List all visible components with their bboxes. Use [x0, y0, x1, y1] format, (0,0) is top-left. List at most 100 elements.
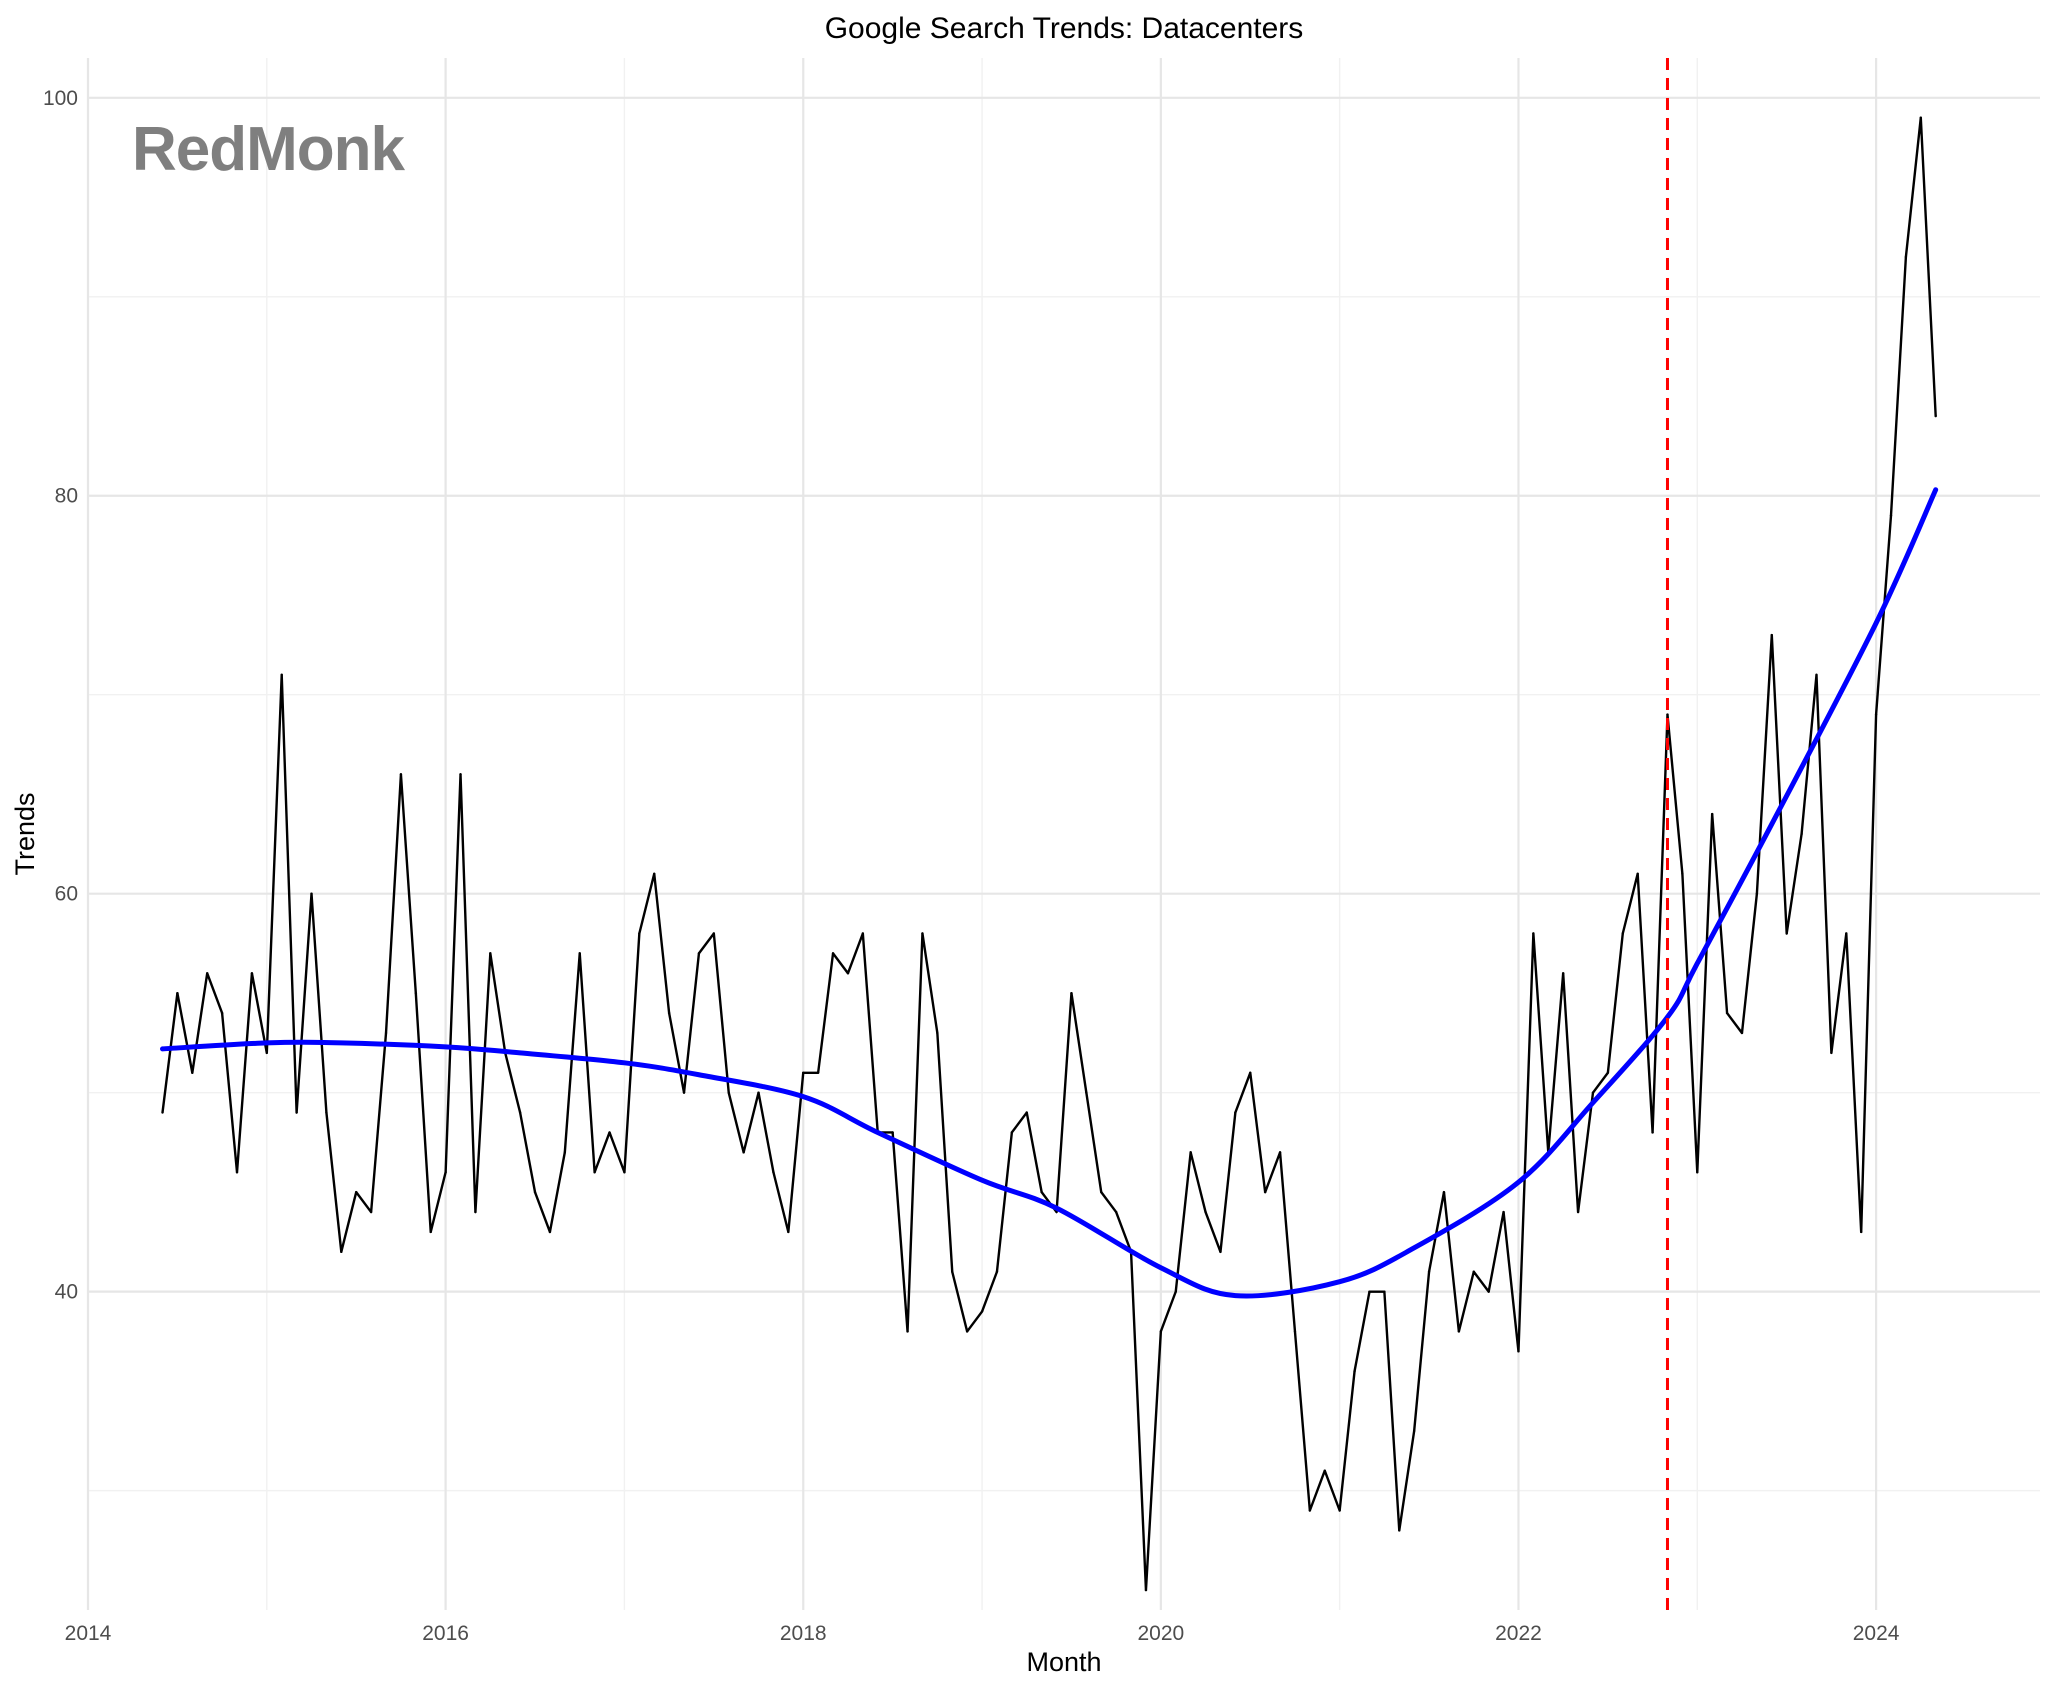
trends-data-point — [1323, 1469, 1326, 1472]
trends-data-point — [1040, 1190, 1043, 1194]
trends-data-point — [1934, 414, 1937, 418]
trends-data-point — [906, 1330, 909, 1333]
x-tick-label: 2022 — [1495, 1622, 1542, 1645]
trends-data-point — [399, 773, 403, 776]
trends-data-point — [1696, 1171, 1699, 1174]
trends-data-point — [1070, 991, 1073, 995]
trends-data-point — [965, 1330, 969, 1333]
trends-data-point — [712, 932, 716, 935]
gridlines — [86, 58, 2040, 1610]
trends-data-point — [1889, 514, 1893, 517]
trends-data-point — [951, 1270, 954, 1273]
trends-data-point — [1114, 1210, 1118, 1214]
trends-data-point — [936, 1031, 939, 1035]
trends-data-point — [1725, 1011, 1729, 1015]
trends-data-point — [623, 1171, 626, 1174]
trends-data-point — [340, 1250, 343, 1254]
trends-data-point — [846, 972, 850, 975]
trends-series-line — [161, 116, 1937, 1592]
trends-data-point — [1219, 1250, 1222, 1254]
y-tick-label: 80 — [55, 485, 78, 508]
trends-data-point — [1740, 1031, 1744, 1035]
trends-data-point — [1815, 673, 1818, 677]
trends-data-point — [1412, 1429, 1416, 1433]
trends-data-point — [1576, 1210, 1580, 1214]
trends-data-point — [1025, 1111, 1028, 1114]
trends-data-point — [980, 1310, 984, 1313]
trends-data-point — [1293, 1330, 1297, 1333]
trends-data-point — [176, 991, 179, 995]
trends-data-point — [548, 1230, 552, 1234]
trends-data-point — [682, 1091, 686, 1094]
trends-data-point — [1606, 1071, 1610, 1074]
trends-data-point — [206, 972, 209, 975]
trends-data-point — [891, 1131, 894, 1134]
x-tick-label: 2014 — [65, 1622, 112, 1645]
trends-data-point — [429, 1230, 432, 1234]
trends-data-point — [1249, 1071, 1252, 1074]
y-tick-label: 40 — [55, 1281, 78, 1304]
trends-data-point — [1010, 1131, 1014, 1134]
trends-data-point — [1561, 972, 1565, 975]
trends-data-point — [802, 1071, 805, 1074]
trends-data-point — [653, 872, 656, 875]
chart-title: Google Search Trends: Datacenters — [825, 12, 1304, 45]
trends-data-point — [727, 1091, 730, 1094]
trends-data-point — [1800, 832, 1803, 836]
trends-data-point — [1845, 932, 1848, 935]
trends-data-point — [593, 1171, 596, 1174]
trends-data-point — [191, 1071, 194, 1074]
x-axis-title: Month — [1026, 1647, 1101, 1677]
trends-data-point — [772, 1171, 775, 1174]
trends-data-point — [1472, 1270, 1475, 1273]
trends-data-point — [1621, 932, 1624, 935]
trends-data-point — [697, 952, 701, 955]
trends-data-point — [1234, 1111, 1237, 1114]
trends-data-point — [1100, 1190, 1103, 1194]
y-tick-label: 60 — [55, 883, 78, 906]
y-axis-title: Trends — [10, 792, 40, 875]
trends-data-point — [1278, 1151, 1282, 1154]
x-tick-label: 2016 — [422, 1622, 469, 1645]
trends-data-point — [667, 1011, 671, 1015]
trends-data-point — [489, 952, 492, 955]
trends-data-point — [1055, 1210, 1058, 1214]
trends-data-point — [310, 892, 313, 895]
x-tick-label: 2020 — [1137, 1622, 1184, 1645]
trends-data-point — [414, 991, 418, 995]
trends-data-point — [474, 1210, 477, 1214]
trends-data-point — [265, 1051, 269, 1055]
trends-data-point — [1308, 1509, 1312, 1512]
trends-data-point — [1755, 892, 1759, 895]
trends-data-point — [1159, 1330, 1163, 1333]
trends-data-point — [831, 952, 835, 955]
trends-data-point — [1874, 713, 1878, 716]
series-layer — [160, 58, 1939, 1610]
trends-data-point — [459, 773, 462, 776]
trends-data-point — [1636, 872, 1639, 875]
x-tick-labels: 2014 2016 2018 2020 2022 2024 — [65, 1622, 1900, 1645]
trends-data-point — [250, 972, 254, 975]
trends-data-point — [608, 1131, 611, 1134]
trends-data-point — [757, 1091, 760, 1094]
trends-data-point — [1398, 1529, 1401, 1532]
trends-data-point — [742, 1151, 745, 1154]
trends-data-point — [1591, 1091, 1595, 1094]
trends-data-point — [1830, 1051, 1833, 1055]
trends-data-point — [1710, 812, 1714, 816]
trends-data-point — [220, 1011, 224, 1015]
trends-data-point — [995, 1270, 999, 1273]
y-tick-labels: 40 60 80 100 — [43, 87, 78, 1304]
trends-data-point — [1502, 1210, 1505, 1214]
x-tick-label: 2018 — [780, 1622, 827, 1645]
trends-data-point — [921, 932, 924, 935]
trends-data-point — [1442, 1190, 1446, 1194]
trends-data-point — [816, 1071, 820, 1074]
trends-data-point — [1785, 932, 1788, 935]
trends-data-point — [161, 1111, 164, 1114]
trends-data-point — [444, 1171, 447, 1174]
trends-data-point — [638, 932, 641, 935]
trend-smooth-line — [160, 487, 1939, 1299]
trends-data-point — [563, 1151, 567, 1154]
